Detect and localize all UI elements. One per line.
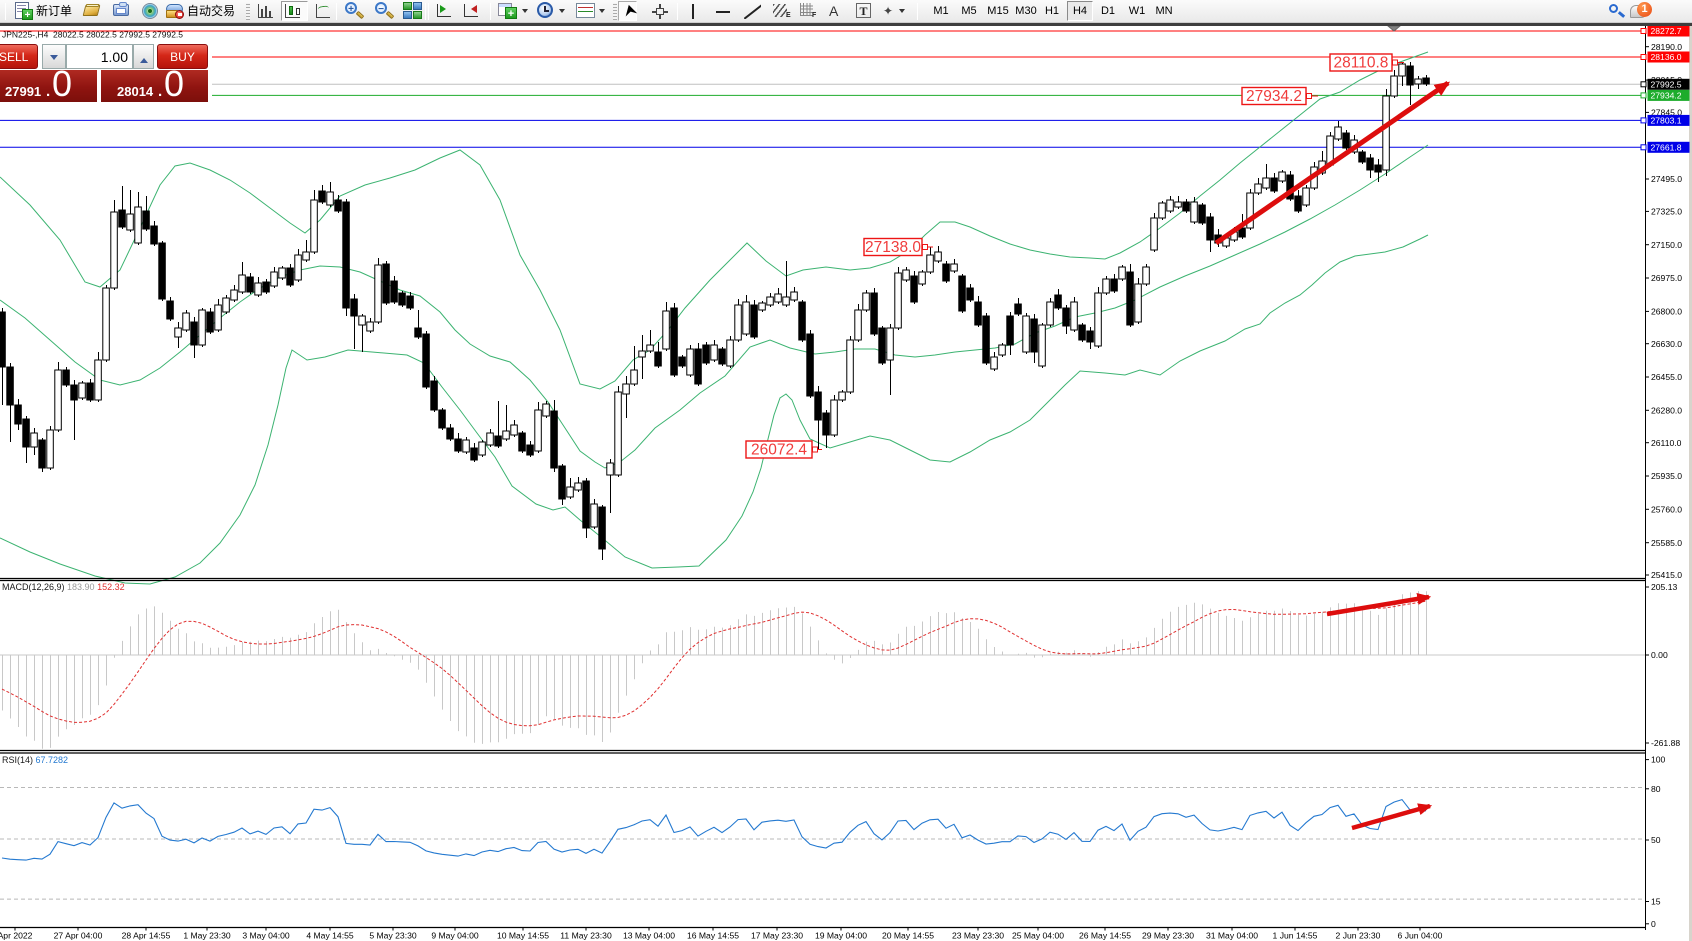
svg-text:27495.0: 27495.0 <box>1651 174 1682 184</box>
svg-text:27150.0: 27150.0 <box>1651 240 1682 250</box>
svg-text:16 May 14:55: 16 May 14:55 <box>687 931 739 941</box>
svg-text:26110.0: 26110.0 <box>1651 438 1682 448</box>
svg-text:9 May 04:00: 9 May 04:00 <box>431 931 479 941</box>
svg-text:26 May 14:55: 26 May 14:55 <box>1079 931 1131 941</box>
svg-text:13 May 04:00: 13 May 04:00 <box>623 931 675 941</box>
svg-text:25760.0: 25760.0 <box>1651 504 1682 514</box>
svg-text:27803.1: 27803.1 <box>1651 116 1682 126</box>
svg-text:27138.0: 27138.0 <box>865 239 921 256</box>
svg-text:26975.0: 26975.0 <box>1651 273 1682 283</box>
svg-text:0: 0 <box>1651 919 1656 929</box>
svg-text:10 May 14:55: 10 May 14:55 <box>497 931 549 941</box>
svg-text:11 May 23:30: 11 May 23:30 <box>560 931 612 941</box>
svg-text:5 May 23:30: 5 May 23:30 <box>369 931 417 941</box>
svg-text:MACD(12,26,9) 183.90 152.32: MACD(12,26,9) 183.90 152.32 <box>2 582 125 592</box>
svg-text:25 May 04:00: 25 May 04:00 <box>1012 931 1064 941</box>
svg-text:26630.0: 26630.0 <box>1651 339 1682 349</box>
svg-text:100: 100 <box>1651 755 1666 765</box>
svg-text:20 May 14:55: 20 May 14:55 <box>882 931 934 941</box>
svg-text:2 Jun 23:30: 2 Jun 23:30 <box>1336 931 1381 941</box>
svg-text:205.13: 205.13 <box>1651 582 1678 592</box>
svg-text:25585.0: 25585.0 <box>1651 538 1682 548</box>
svg-text:1 Jun 14:55: 1 Jun 14:55 <box>1273 931 1318 941</box>
svg-text:80: 80 <box>1651 784 1661 794</box>
svg-text:Apr 2022: Apr 2022 <box>0 931 33 941</box>
svg-text:27325.0: 27325.0 <box>1651 207 1682 217</box>
svg-text:26455.0: 26455.0 <box>1651 372 1682 382</box>
svg-text:25415.0: 25415.0 <box>1651 570 1682 580</box>
svg-text:28136.0: 28136.0 <box>1651 52 1682 62</box>
svg-text:27 Apr 04:00: 27 Apr 04:00 <box>54 931 103 941</box>
svg-text:15: 15 <box>1651 897 1661 907</box>
svg-text:4 May 14:55: 4 May 14:55 <box>306 931 354 941</box>
svg-text:RSI(14) 67.7282: RSI(14) 67.7282 <box>2 755 68 765</box>
svg-text:31 May 04:00: 31 May 04:00 <box>1206 931 1258 941</box>
svg-text:0.00: 0.00 <box>1651 650 1668 660</box>
svg-text:26072.4: 26072.4 <box>751 442 807 459</box>
svg-text:23 May 23:30: 23 May 23:30 <box>952 931 1004 941</box>
svg-text:29 May 23:30: 29 May 23:30 <box>1142 931 1194 941</box>
svg-text:JPN225-,H4 28022.5 28022.5 27: JPN225-,H4 28022.5 28022.5 27992.5 27992… <box>2 30 183 40</box>
svg-text:27845.0: 27845.0 <box>1651 108 1682 118</box>
svg-text:-261.88: -261.88 <box>1651 738 1680 748</box>
svg-text:27661.8: 27661.8 <box>1651 143 1682 153</box>
svg-text:27992.5: 27992.5 <box>1651 80 1682 90</box>
svg-text:28110.8: 28110.8 <box>1334 55 1389 72</box>
svg-text:28 Apr 14:55: 28 Apr 14:55 <box>122 931 171 941</box>
svg-text:28272.7: 28272.7 <box>1651 26 1682 36</box>
svg-text:1 May 23:30: 1 May 23:30 <box>183 931 231 941</box>
svg-text:50: 50 <box>1651 835 1661 845</box>
svg-text:26280.0: 26280.0 <box>1651 405 1682 415</box>
svg-text:27934.2: 27934.2 <box>1246 88 1302 105</box>
svg-text:26800.0: 26800.0 <box>1651 307 1682 317</box>
svg-text:27934.2: 27934.2 <box>1651 91 1682 101</box>
svg-text:17 May 23:30: 17 May 23:30 <box>751 931 803 941</box>
svg-text:19 May 04:00: 19 May 04:00 <box>815 931 867 941</box>
svg-text:25935.0: 25935.0 <box>1651 471 1682 481</box>
svg-text:28190.0: 28190.0 <box>1651 42 1682 52</box>
svg-text:3 May 04:00: 3 May 04:00 <box>242 931 290 941</box>
svg-text:6 Jun 04:00: 6 Jun 04:00 <box>1398 931 1443 941</box>
